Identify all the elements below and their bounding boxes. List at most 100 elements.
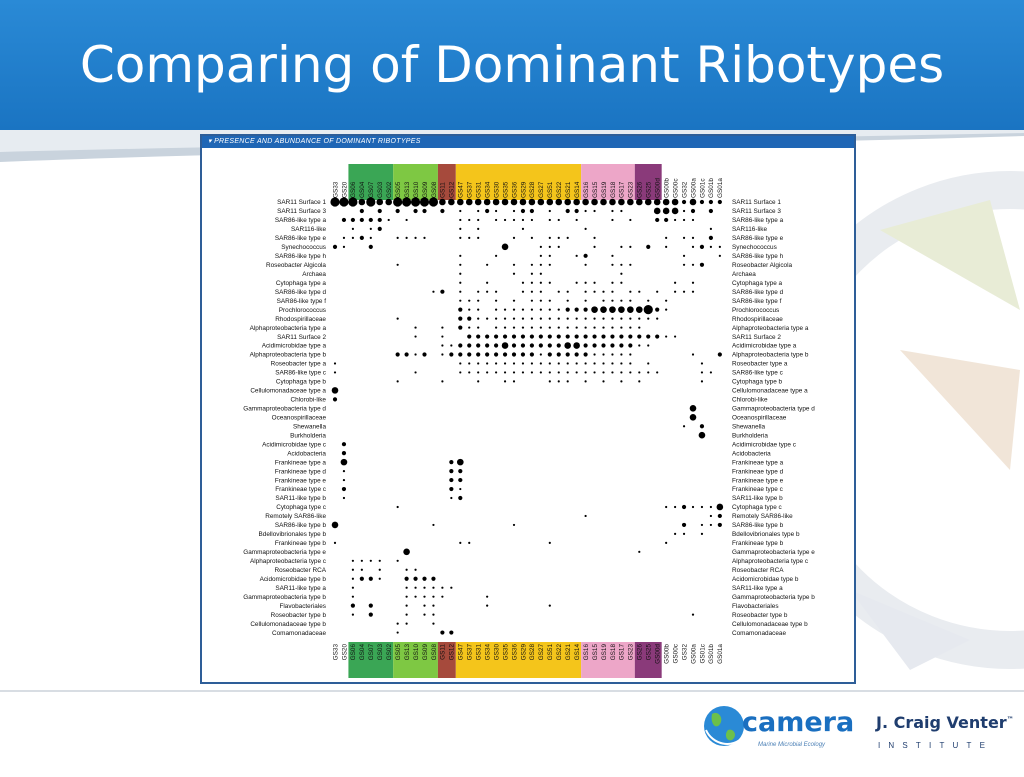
row-label-right: Burkholderia (732, 432, 768, 439)
abundance-dot (708, 199, 713, 205)
abundance-dot (620, 272, 623, 275)
abundance-dot (620, 371, 623, 374)
abundance-dot (600, 306, 607, 313)
abundance-dot (638, 550, 641, 553)
abundance-dot (423, 595, 426, 598)
row-label-right: Prochlorococcus (732, 307, 779, 314)
abundance-dot (477, 209, 480, 213)
row-label-right: Frankineae type b (732, 540, 784, 547)
column-label-bottom: GS01a (717, 644, 724, 664)
abundance-dot (432, 290, 435, 293)
column-label-bottom: GS29 (520, 644, 527, 661)
abundance-dot (458, 325, 463, 330)
abundance-dot (414, 568, 417, 571)
abundance-dot (627, 306, 634, 313)
abundance-dot (501, 198, 509, 206)
abundance-dot (332, 397, 338, 402)
abundance-dot (557, 317, 560, 320)
abundance-dot (575, 254, 578, 257)
abundance-dot (647, 317, 650, 320)
abundance-dot (691, 263, 695, 266)
abundance-dot (483, 198, 491, 206)
abundance-dot (575, 218, 578, 222)
abundance-dot (647, 371, 650, 374)
abundance-dot (512, 308, 516, 311)
abundance-dot (477, 308, 480, 311)
abundance-dot (665, 541, 668, 544)
abundance-dot (520, 352, 526, 357)
abundance-dot (485, 352, 490, 357)
abundance-dot (662, 198, 670, 206)
abundance-dot (539, 299, 542, 302)
abundance-dot (593, 353, 596, 356)
abundance-dot (530, 326, 533, 329)
abundance-dot (674, 281, 677, 284)
row-label-left: SAR86-like type c (275, 370, 327, 377)
abundance-dot (629, 317, 632, 320)
abundance-dot (333, 371, 337, 374)
panel-header[interactable]: ▾ PRESENCE AND ABUNDANCE OF DOMINANT RIB… (202, 136, 854, 148)
abundance-dot (691, 290, 695, 293)
abundance-dot (459, 209, 462, 213)
abundance-dot (566, 362, 569, 365)
abundance-dot (618, 198, 625, 206)
abundance-dot (502, 352, 508, 357)
abundance-dot (423, 586, 426, 589)
column-label-bottom: GS00a (690, 644, 697, 664)
abundance-dot (377, 217, 382, 223)
row-label-left: Cytophaga type a (276, 280, 327, 287)
abundance-dot (620, 299, 623, 302)
abundance-dot (548, 317, 551, 320)
column-label-top: GS14 (574, 181, 581, 198)
abundance-dot (521, 308, 525, 311)
abundance-dot (709, 514, 712, 518)
jcvi-logo-institute: INSTITUTE (878, 741, 994, 750)
abundance-dot (653, 207, 661, 215)
row-label-left: Frankineae type e (275, 477, 327, 484)
abundance-dot (359, 235, 364, 240)
abundance-dot (331, 387, 339, 394)
abundance-dot (342, 236, 346, 239)
abundance-dot (450, 344, 453, 347)
abundance-dot (529, 352, 534, 357)
abundance-dot (593, 317, 596, 320)
abundance-dot (682, 209, 686, 213)
abundance-dot (611, 317, 614, 320)
abundance-dot (495, 371, 498, 374)
row-label-right: SAR86-like type b (732, 522, 784, 529)
abundance-dot (414, 595, 417, 598)
abundance-dot (512, 380, 516, 383)
abundance-dot (495, 299, 498, 302)
abundance-dot (539, 290, 542, 293)
abundance-dot (566, 236, 569, 239)
abundance-dot (584, 362, 587, 365)
abundance-dot (629, 353, 632, 356)
row-label-right: SAR11-like type b (732, 495, 783, 502)
abundance-dot (495, 362, 498, 365)
abundance-dot (495, 317, 498, 320)
row-label-left: Roseobacter type b (271, 612, 327, 619)
abundance-dot (458, 343, 463, 348)
column-label-bottom: GS21 (565, 644, 572, 661)
column-label-top: GS03 (377, 181, 384, 198)
abundance-dot (439, 198, 446, 206)
abundance-dot (584, 299, 587, 302)
abundance-dot (537, 198, 545, 206)
abundance-dot (511, 334, 517, 339)
column-label-top: GS00b (663, 178, 670, 198)
abundance-dot (467, 352, 472, 357)
abundance-dot (699, 244, 705, 249)
column-label-top: GS34 (484, 181, 491, 198)
abundance-dot (405, 236, 408, 239)
abundance-dot (449, 460, 454, 465)
abundance-dot (575, 362, 578, 365)
ribotype-panel: ▾ PRESENCE AND ABUNDANCE OF DOMINANT RIB… (200, 134, 856, 684)
column-label-bottom: GS05 (395, 644, 402, 661)
abundance-dot (539, 272, 542, 275)
abundance-dot (477, 236, 480, 239)
abundance-dot (468, 218, 471, 222)
abundance-dot (700, 505, 704, 509)
column-group-band-top (393, 164, 438, 200)
column-label-top: GS12 (449, 181, 456, 198)
column-group-band-bottom (348, 642, 394, 678)
